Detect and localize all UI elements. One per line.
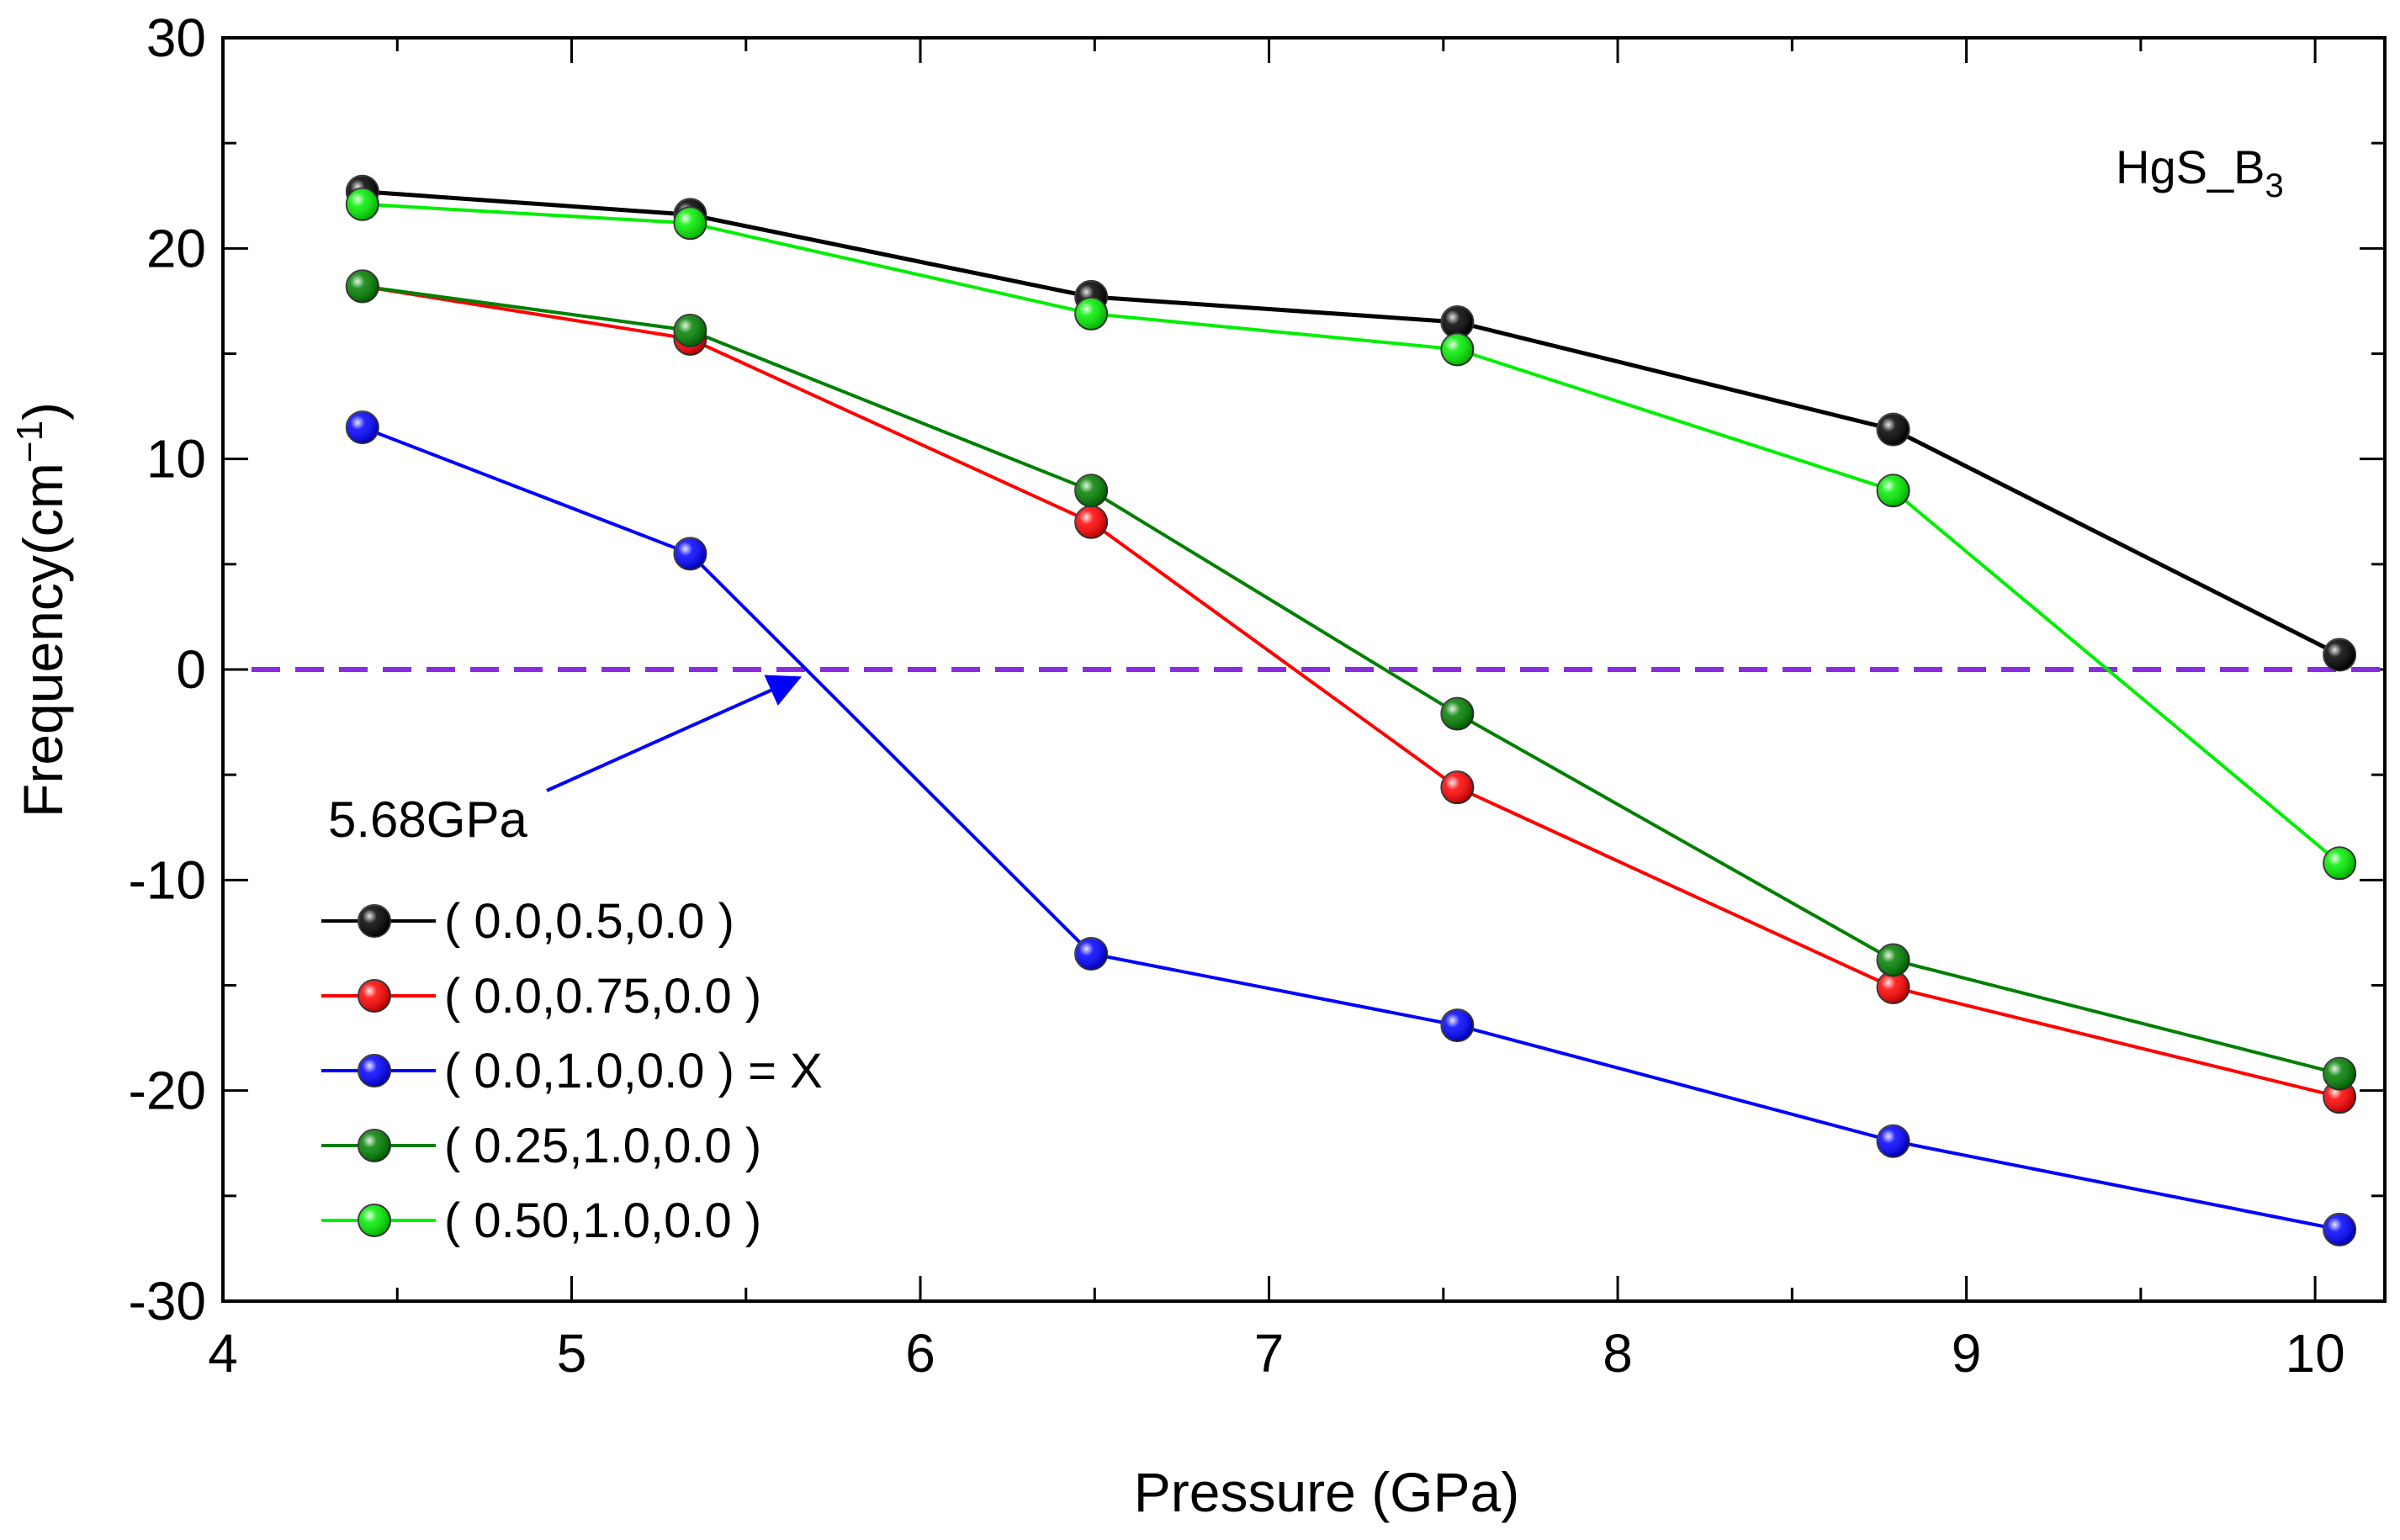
y-axis-title-exponent: −1 <box>9 421 50 463</box>
legend-label: ( 0.25,1.0,0.0 ) <box>444 1119 761 1173</box>
annotation-label: 5.68GPa <box>328 791 527 848</box>
data-point <box>345 269 379 304</box>
data-point <box>2323 846 2357 881</box>
x-tick-label: 8 <box>1603 1323 1633 1384</box>
data-point <box>1876 943 1910 977</box>
legend-item: ( 0.0,1.0,0.0 ) = X <box>321 1044 823 1098</box>
data-point <box>1440 1008 1475 1043</box>
data-point <box>673 313 707 347</box>
data-point <box>1876 412 1910 447</box>
data-point <box>2323 638 2357 672</box>
data-point <box>1074 505 1109 539</box>
data-point <box>345 410 379 445</box>
x-tick-label: 10 <box>2286 1323 2345 1384</box>
y-axis-title: Frequency(cm−1) <box>9 402 74 818</box>
x-axis-title: Pressure (GPa) <box>1134 1461 1519 1523</box>
y-tick-label: -10 <box>129 849 207 910</box>
legend-label: ( 0.0,0.75,0.0 ) <box>444 969 761 1024</box>
data-point <box>673 206 707 241</box>
data-point <box>673 537 707 571</box>
x-tick-label: 5 <box>557 1323 587 1384</box>
x-tick-label: 4 <box>208 1323 238 1384</box>
series-line <box>362 284 2340 1076</box>
series-line <box>362 202 2341 865</box>
y-tick-label: 10 <box>146 429 206 490</box>
series-points <box>345 174 2357 1246</box>
y-tick-label: -20 <box>129 1061 207 1121</box>
annotation-arrow <box>546 675 803 792</box>
legend: ( 0.0,0.5,0.0 ) ( 0.0,0.75,0.0 ) ( 0.0,1.0… <box>321 894 823 1248</box>
data-point <box>1074 296 1109 331</box>
data-point <box>1876 1124 1910 1158</box>
data-point <box>1440 696 1475 731</box>
data-point <box>2323 1212 2357 1246</box>
y-tick-label: 20 <box>146 218 206 278</box>
x-tick-label: 9 <box>1952 1323 1982 1384</box>
legend-item: ( 0.0,0.5,0.0 ) <box>321 894 734 949</box>
y-tick-label: -30 <box>129 1271 207 1331</box>
y-axis-tick-labels: -30 -20 -10 0 10 20 30 <box>129 8 207 1331</box>
data-point <box>1440 770 1475 805</box>
data-point <box>2323 1080 2357 1114</box>
chart-title-subscript: 3 <box>2265 167 2283 204</box>
y-tick-label: 30 <box>146 8 206 68</box>
x-axis-tick-labels: 4 5 6 7 8 9 10 <box>208 1323 2344 1384</box>
x-axis-ticks <box>221 38 2317 1301</box>
data-point <box>1440 304 1475 339</box>
y-axis-title-close: ) <box>12 402 74 421</box>
series-line <box>362 284 2340 1099</box>
chart-title: HgS_B3 <box>2116 140 2284 204</box>
data-point <box>1074 474 1109 508</box>
chart-title-main: HgS_B <box>2116 140 2265 193</box>
x-tick-label: 6 <box>905 1323 935 1384</box>
data-point <box>2323 1056 2357 1091</box>
data-point <box>345 187 379 221</box>
legend-item: ( 0.25,1.0,0.0 ) <box>321 1119 761 1173</box>
series-line <box>362 426 2340 1231</box>
y-axis-title-main: Frequency(cm <box>12 463 74 818</box>
y-tick-label: 0 <box>176 639 206 700</box>
data-point <box>1440 332 1475 367</box>
legend-label: ( 0.50,1.0,0.0 ) <box>444 1193 761 1248</box>
x-tick-label: 7 <box>1254 1323 1285 1384</box>
data-point <box>1876 474 1910 508</box>
data-point <box>1074 936 1109 971</box>
legend-item: ( 0.0,0.75,0.0 ) <box>321 969 761 1024</box>
series-lines <box>362 189 2341 1231</box>
legend-item: ( 0.50,1.0,0.0 ) <box>321 1193 761 1248</box>
legend-label: ( 0.0,0.5,0.0 ) <box>444 894 734 949</box>
series-line <box>362 189 2341 657</box>
legend-label: ( 0.0,1.0,0.0 ) = X <box>444 1044 823 1098</box>
